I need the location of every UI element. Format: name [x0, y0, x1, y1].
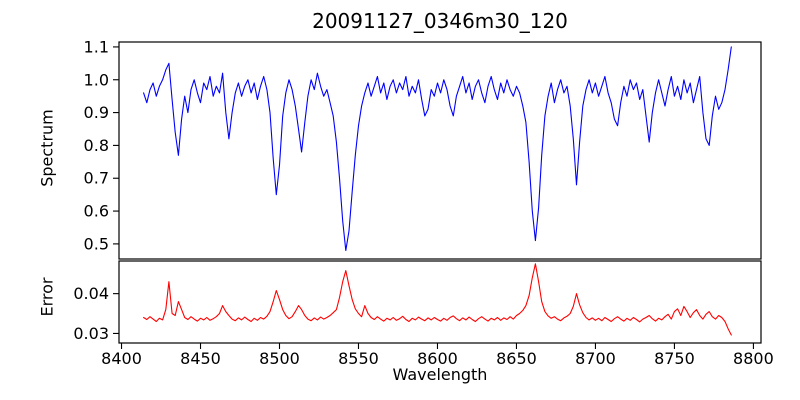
x-tick-label: 8550	[338, 349, 379, 368]
error-y-tick-label: 0.03	[73, 324, 109, 343]
x-tick-label: 8750	[654, 349, 695, 368]
error-line	[143, 263, 732, 336]
x-tick-label: 8700	[575, 349, 616, 368]
spectrum-y-tick-label: 0.5	[84, 234, 109, 253]
x-tick-label: 8650	[496, 349, 537, 368]
spectrum-y-tick-label: 0.9	[84, 103, 109, 122]
error-y-tick-label: 0.04	[73, 284, 109, 303]
error-axes-spines	[118, 260, 762, 344]
spectrum-y-tick-label: 1.0	[84, 70, 109, 89]
x-tick-label: 8800	[733, 349, 774, 368]
wavelength-x-axis-label: Wavelength	[392, 365, 488, 384]
spectrum-y-tick-label: 0.8	[84, 136, 109, 155]
x-tick-label: 8450	[180, 349, 221, 368]
spectrum-y-tick-label: 0.7	[84, 169, 109, 188]
chart-title: 20091127_0346m30_120	[312, 9, 568, 33]
x-tick-label: 8400	[101, 349, 142, 368]
spectrum-y-tick-label: 0.6	[84, 202, 109, 221]
spectrum-line	[143, 46, 732, 252]
spectrum-y-tick-label: 1.1	[84, 37, 109, 56]
x-tick-label: 8600	[417, 349, 458, 368]
spectrum-axes-spines	[118, 41, 762, 260]
x-tick-label: 8500	[259, 349, 300, 368]
